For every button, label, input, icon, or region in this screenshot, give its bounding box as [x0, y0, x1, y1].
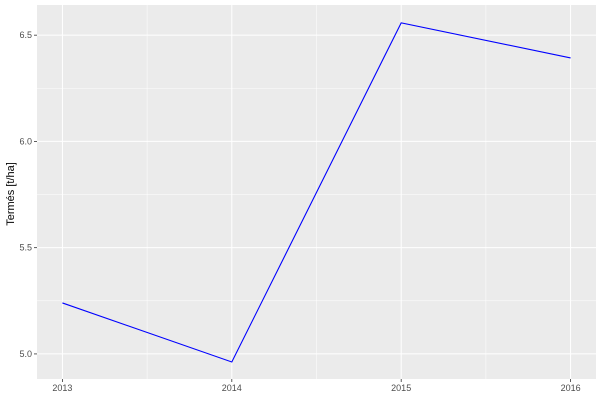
x-tick-label: 2016 [561, 383, 581, 393]
axis-ticks: 5.0 5.5 6.0 6.5 2013 2014 2015 2016 [19, 30, 580, 393]
y-axis-label: Termés [t/ha] [5, 162, 17, 226]
y-tick-label: 6.0 [19, 136, 32, 146]
y-tick-label: 6.5 [19, 30, 32, 40]
x-tick-label: 2015 [391, 383, 411, 393]
grid-lines [37, 5, 596, 379]
x-tick-label: 2014 [222, 383, 242, 393]
series-line [62, 22, 571, 363]
x-tick-label: 2013 [52, 383, 72, 393]
y-tick-label: 5.0 [19, 349, 32, 359]
y-tick-label: 5.5 [19, 243, 32, 253]
series-layer [62, 22, 571, 363]
